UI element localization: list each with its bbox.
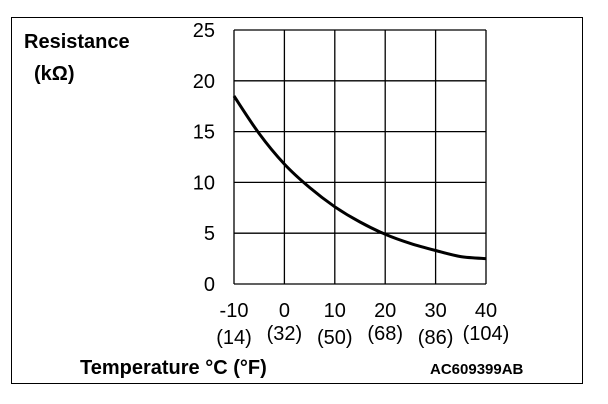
x-tick-label-fahrenheit: (86) — [418, 327, 454, 349]
x-tick-label-fahrenheit: (14) — [216, 327, 252, 349]
resistance-curve — [232, 95, 487, 261]
x-axis-label: Temperature °C (°F) — [80, 357, 267, 379]
chart-frame: 25 20 15 10 5 0 -10 (14) 0 (32) 10 (50) 20 (68) 30 (86)… — [11, 17, 583, 384]
grid — [233, 29, 487, 285]
x-tick-label: 30 — [424, 300, 446, 322]
y-tick-label: 5 — [204, 223, 215, 245]
tick-labels: 2520151050-10(14)0(32)10(50)20(68)30(86)… — [193, 20, 510, 349]
y-axis-label: Resistance — [24, 31, 130, 53]
y-axis-unit: (kΩ) — [34, 63, 74, 85]
y-tick-label: 25 — [193, 20, 215, 42]
x-tick-label-fahrenheit: (50) — [317, 327, 353, 349]
y-tick-label: 10 — [193, 172, 215, 194]
x-tick-label-fahrenheit: (104) — [463, 323, 510, 345]
x-tick-label: -10 — [220, 300, 249, 322]
chart: 2520151050-10(14)0(32)10(50)20(68)30(86)… — [24, 20, 524, 379]
y-tick-label: 20 — [193, 71, 215, 93]
y-tick-label: 0 — [204, 274, 215, 296]
x-tick-label-fahrenheit: (68) — [367, 323, 403, 345]
figure-code: AC609399AB — [430, 361, 524, 378]
x-tick-label-fahrenheit: (32) — [267, 323, 303, 345]
y-tick-label: 15 — [193, 122, 215, 144]
x-tick-label: 20 — [374, 300, 396, 322]
x-tick-label: 40 — [475, 300, 497, 322]
x-tick-label: 0 — [279, 300, 290, 322]
x-tick-label: 10 — [324, 300, 346, 322]
